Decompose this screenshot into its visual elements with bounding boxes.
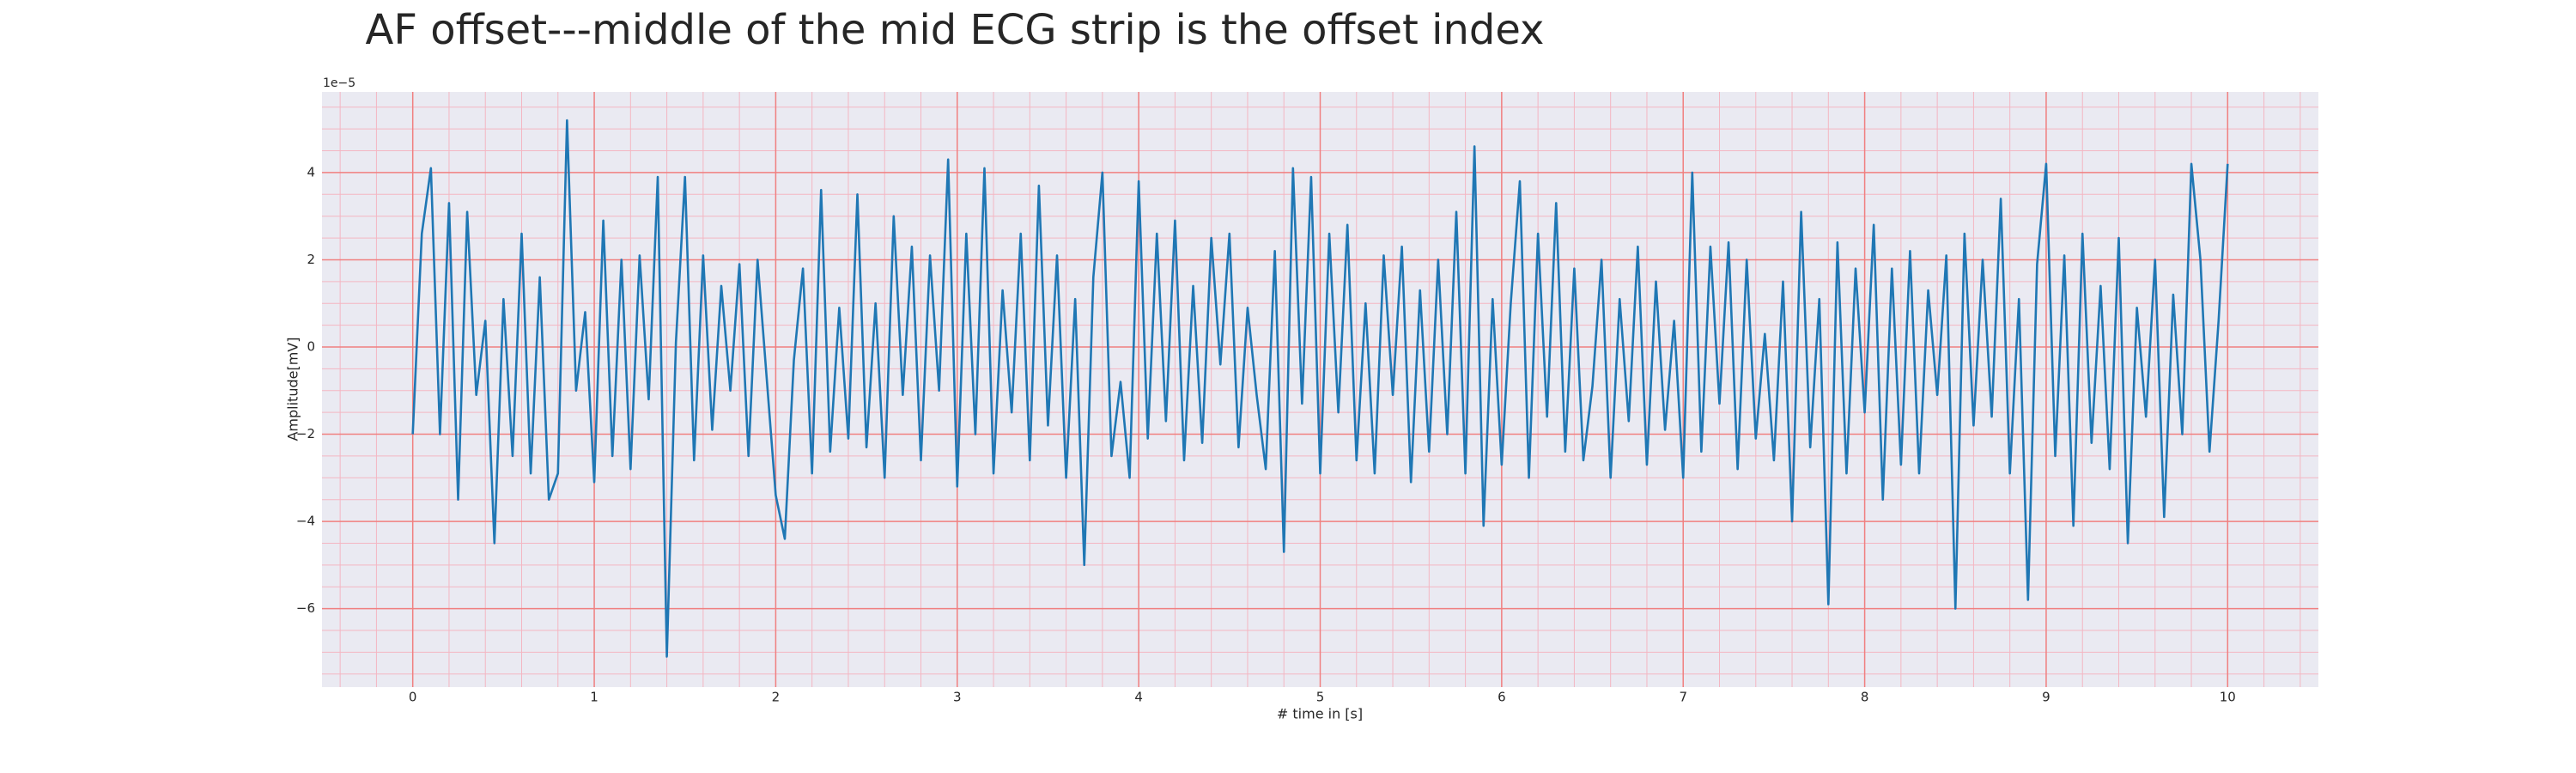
x-tick-label: 0 — [409, 690, 417, 705]
y-tick-label: −6 — [296, 600, 315, 616]
y-offset-text: 1e−5 — [323, 76, 355, 90]
x-tick-label: 7 — [1679, 690, 1687, 705]
chart-title: AF offset---middle of the mid ECG strip … — [366, 6, 1545, 54]
x-axis-label: # time in [s] — [1277, 706, 1363, 722]
y-tick-label: −2 — [296, 426, 315, 441]
grid — [322, 92, 2318, 687]
x-tick-label: 2 — [772, 690, 781, 705]
x-tick-label: 6 — [1498, 690, 1506, 705]
y-axis-label: Amplitude[mV] — [285, 337, 301, 441]
x-tick-label: 9 — [2042, 690, 2050, 705]
signal-line — [411, 119, 2229, 658]
y-tick-label: 2 — [307, 252, 315, 267]
ticks: 0 1 2 3 4 5 6 7 8 9 10 −6 −4 −2 0 2 4 — [296, 164, 2236, 704]
x-tick-label: 1 — [590, 690, 598, 705]
x-tick-label: 3 — [953, 690, 962, 705]
y-tick-label: −4 — [296, 514, 315, 529]
x-tick-label: 5 — [1316, 690, 1325, 705]
x-tick-label: 4 — [1134, 690, 1143, 705]
y-tick-label: 0 — [307, 339, 315, 355]
x-tick-label: 8 — [1861, 690, 1869, 705]
y-tick-label: 4 — [307, 164, 315, 180]
marks — [411, 119, 2229, 658]
x-tick-label: 10 — [2220, 690, 2236, 705]
